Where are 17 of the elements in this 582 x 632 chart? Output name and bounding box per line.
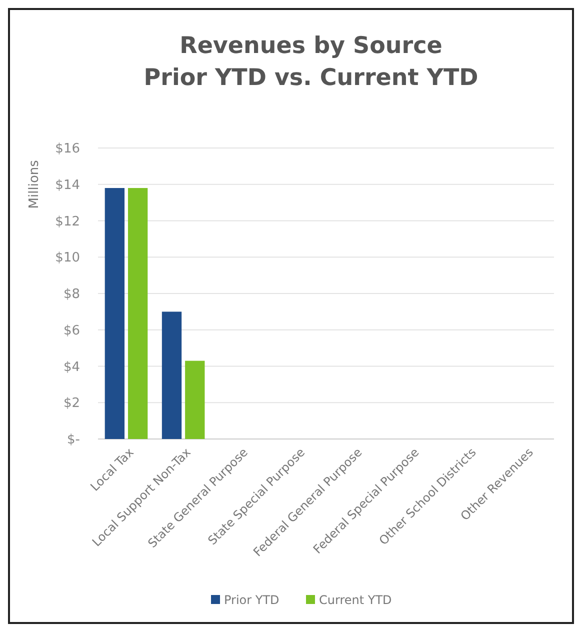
y-tick-label: $2 — [63, 396, 80, 412]
bar — [128, 188, 148, 439]
y-tick-label: $10 — [55, 250, 80, 266]
y-tick-label: $4 — [63, 360, 80, 375]
bar — [162, 312, 182, 439]
legend-label: Prior YTD — [224, 593, 280, 607]
y-tick-label: $- — [67, 432, 80, 448]
y-tick-label: $12 — [55, 214, 80, 230]
y-tick-label: $6 — [63, 323, 80, 338]
chart-title: Revenues by Source Prior YTD vs. Current YTD — [144, 33, 478, 91]
y-axis-title: Millions — [27, 160, 42, 209]
bar — [104, 188, 125, 439]
y-tick-label: $8 — [63, 287, 80, 302]
bar — [185, 360, 205, 439]
y-tick-label: $16 — [55, 142, 80, 157]
legend-label: Current YTD — [319, 593, 392, 607]
y-tick-label: $14 — [55, 178, 80, 193]
